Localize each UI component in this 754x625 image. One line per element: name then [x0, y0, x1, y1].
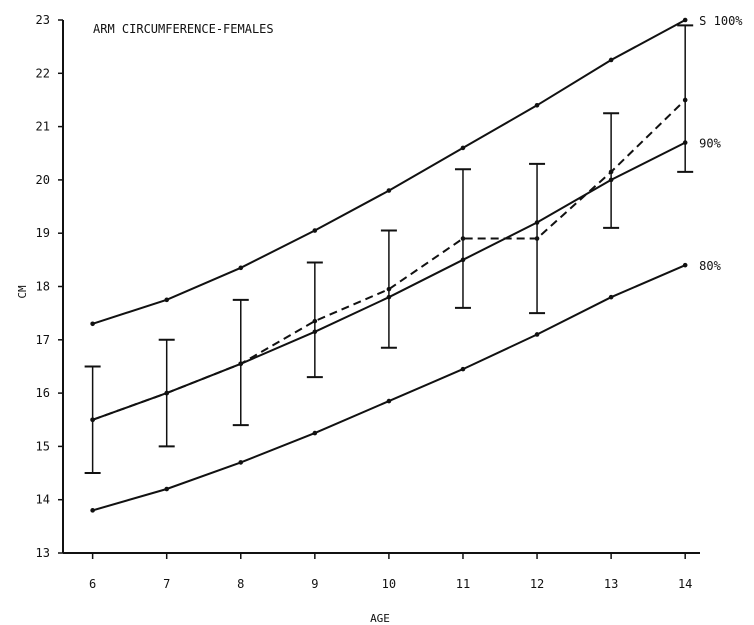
x-tick-label: 13	[604, 577, 618, 591]
x-tick-label: 9	[311, 577, 318, 591]
series-label: S 100%	[699, 14, 743, 28]
y-tick-label: 15	[36, 439, 50, 453]
axis-ticks: 13 14 15 16 17 18 19 20 21 22 23 6 7 8 9 10 11 12 13 14	[36, 13, 693, 591]
x-tick-label: 6	[89, 577, 96, 591]
x-axis-label: AGE	[370, 612, 390, 625]
data-point	[164, 486, 169, 492]
y-tick-label: 17	[36, 333, 50, 347]
series-label: 90%	[699, 137, 721, 151]
data-point	[460, 366, 466, 372]
y-tick-label: 20	[36, 173, 50, 187]
data-point	[312, 430, 318, 436]
y-tick-label: 19	[36, 226, 50, 240]
y-tick-label: 21	[36, 120, 50, 134]
series-line	[92, 99, 686, 421]
series-label: 80%	[699, 259, 721, 273]
data-point	[682, 262, 688, 268]
x-tick-label: 8	[237, 577, 244, 591]
data-point	[164, 297, 169, 303]
chart-title: ARM CIRCUMFERENCE-FEMALES	[93, 22, 274, 36]
y-tick-label: 22	[36, 66, 50, 80]
y-axis-label: CM	[16, 285, 29, 299]
data-point	[386, 188, 392, 193]
y-tick-label: 14	[36, 493, 50, 507]
data-point	[534, 102, 540, 108]
x-tick-label: 12	[530, 577, 544, 591]
x-tick-label: 14	[678, 577, 692, 591]
data-point	[238, 265, 244, 271]
data-point	[238, 460, 244, 465]
x-tick-label: 7	[163, 577, 170, 591]
data-point	[90, 321, 95, 327]
data-point	[534, 332, 540, 337]
data-point	[460, 145, 466, 151]
data-point	[312, 228, 318, 233]
x-tick-label: 10	[382, 577, 396, 591]
data-point	[386, 398, 392, 404]
y-tick-label: 23	[36, 13, 50, 27]
y-tick-label: 18	[36, 280, 50, 294]
data-point	[682, 17, 688, 23]
data-point	[608, 294, 614, 300]
data-point	[90, 508, 95, 513]
chart-marks: S 100% 90% 80%	[84, 14, 743, 513]
y-tick-label: 13	[36, 546, 50, 560]
y-tick-label: 16	[36, 386, 50, 400]
x-tick-label: 11	[456, 577, 470, 591]
data-point	[608, 57, 614, 63]
